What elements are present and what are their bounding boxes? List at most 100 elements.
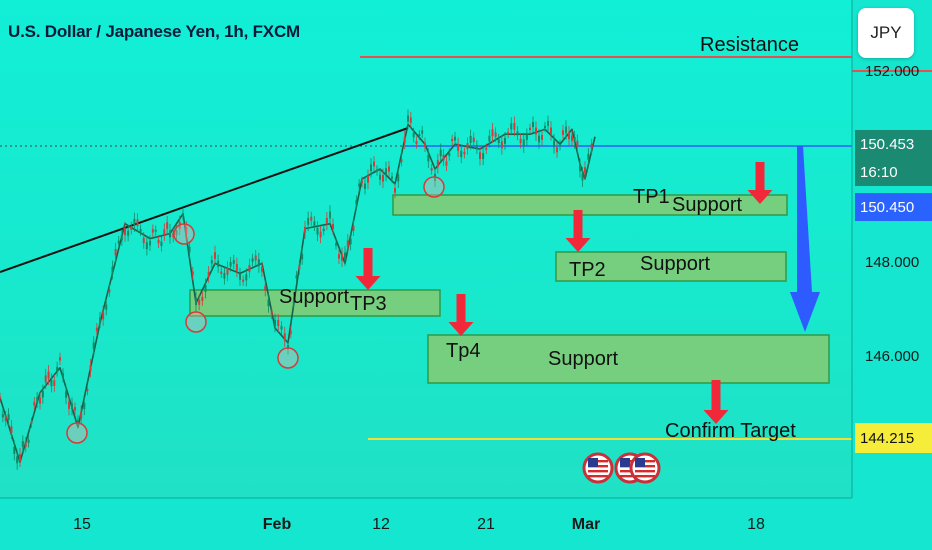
candle-body <box>412 132 415 138</box>
candle-body <box>409 117 412 123</box>
y-tick-label: 152.000 <box>865 63 919 80</box>
candle-body <box>364 183 366 189</box>
candle-body <box>223 272 226 279</box>
currency-button[interactable]: JPY <box>858 8 914 58</box>
candle-body <box>210 260 213 264</box>
candle-body <box>587 153 590 160</box>
support-zone-3[interactable] <box>189 289 441 317</box>
candle-body <box>154 229 157 232</box>
candle-body <box>229 262 232 267</box>
current-price-tag: 150.453 <box>855 130 932 158</box>
confirm-down-arrow-icon <box>703 380 729 424</box>
candle-body <box>195 297 197 305</box>
candle-body <box>460 150 463 158</box>
swing-low-circle[interactable] <box>185 311 207 333</box>
x-tick-label: 21 <box>477 516 495 533</box>
us-flag-event-icon[interactable] <box>582 452 614 484</box>
countdown-tag: 16:10 <box>855 158 932 186</box>
us-flag-stripe <box>620 475 640 478</box>
candle-body <box>120 234 123 241</box>
candle-body <box>71 403 73 410</box>
swing-low-circle[interactable] <box>277 347 299 369</box>
candle-body <box>267 299 270 307</box>
candle-body <box>415 140 418 145</box>
candle-body <box>124 228 126 236</box>
candle-body <box>442 154 445 161</box>
candle-body <box>111 266 114 274</box>
price-scale-panel[interactable] <box>852 0 932 498</box>
candle-body <box>310 216 313 221</box>
candle-body <box>89 365 92 372</box>
candle-body <box>529 127 531 131</box>
x-tick-label: Mar <box>572 516 600 533</box>
candle-body <box>245 274 248 281</box>
candle-body <box>522 139 525 147</box>
y-tick-label: 146.000 <box>865 348 919 365</box>
candle-body <box>102 312 105 320</box>
candle-body <box>142 237 145 244</box>
candle-body <box>295 275 298 279</box>
candle-body <box>105 304 108 310</box>
swing-low-circle[interactable] <box>423 176 445 198</box>
candle-body <box>516 131 519 136</box>
candle-body <box>108 289 111 293</box>
candle-body <box>77 420 79 424</box>
candle-body <box>370 164 372 172</box>
candle-body <box>400 159 403 163</box>
time-scale-panel[interactable] <box>0 498 932 550</box>
candle-body <box>182 213 184 216</box>
candle-body <box>571 135 573 141</box>
candle-body <box>532 121 534 128</box>
support-zone-1[interactable] <box>392 194 788 216</box>
candle-body <box>463 151 466 155</box>
candle-body <box>565 126 567 134</box>
candle-body <box>39 397 41 404</box>
candle-body <box>36 397 39 403</box>
candle-body <box>472 137 475 143</box>
candle-body <box>421 130 424 134</box>
x-tick-label: 18 <box>747 516 765 533</box>
candle-body <box>220 271 223 274</box>
candle-body <box>33 401 36 406</box>
candle-body <box>139 228 142 232</box>
candle-body <box>264 286 267 291</box>
candle-body <box>19 454 21 461</box>
candle-body <box>251 258 254 262</box>
swing-low-circle[interactable] <box>66 422 88 444</box>
candle-body <box>307 217 310 225</box>
candle-body <box>451 138 454 142</box>
candle-body <box>454 136 456 141</box>
candle-body <box>316 227 319 235</box>
candle-body <box>403 136 406 143</box>
candle-body <box>248 264 251 272</box>
candle-body <box>44 375 47 383</box>
candle-body <box>500 141 503 149</box>
tp3-label: TP3 <box>350 293 387 315</box>
candle-body <box>361 180 363 184</box>
candle-body <box>590 144 593 149</box>
candle-body <box>201 296 204 301</box>
candle-body <box>355 200 358 205</box>
candle-body <box>261 266 263 272</box>
candle-body <box>313 221 316 226</box>
us-flag-event-icon[interactable] <box>629 452 661 484</box>
candle-body <box>439 149 442 157</box>
candle-body <box>397 174 400 182</box>
support-zone-4[interactable] <box>427 334 830 384</box>
us-flag-canton <box>620 458 630 467</box>
candle-body <box>157 239 160 244</box>
support-label-2: Support <box>640 253 711 275</box>
support-label-3: Support <box>279 286 350 308</box>
swing-high-circle[interactable] <box>173 223 195 245</box>
resistance-label: Resistance <box>700 34 799 56</box>
candle-body <box>385 168 387 175</box>
trend-line[interactable] <box>0 127 409 273</box>
candle-body <box>149 240 151 246</box>
candle-body <box>553 140 555 148</box>
candle-body <box>160 241 163 247</box>
confirm-target-label: Confirm Target <box>665 420 796 442</box>
projection-arrow-icon <box>790 146 820 332</box>
support-zone-2[interactable] <box>555 251 787 282</box>
